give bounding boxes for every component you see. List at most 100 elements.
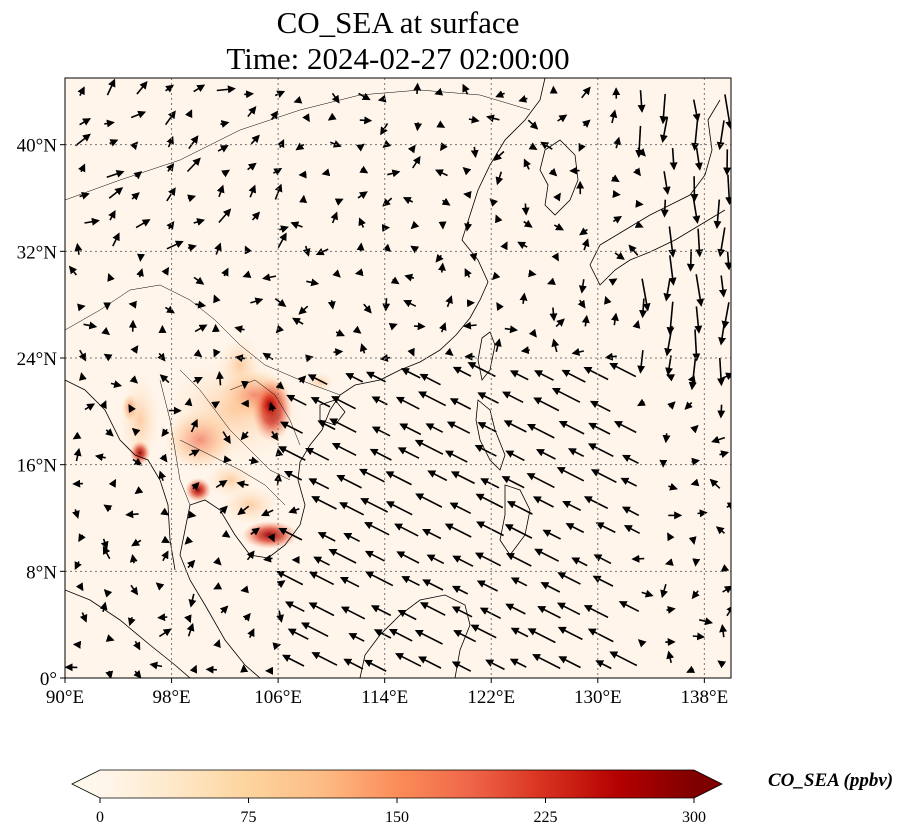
- wind-arrow: [187, 243, 197, 252]
- wind-arrow: [186, 157, 201, 173]
- wind-arrow: [352, 325, 362, 334]
- wind-arrow: [637, 639, 647, 648]
- wind-arrow: [108, 187, 124, 199]
- wind-arrow: [107, 273, 115, 282]
- wind-arrow: [158, 628, 172, 638]
- wind-arrow: [363, 303, 372, 314]
- wind-arrow: [540, 582, 561, 593]
- wind-arrow: [308, 571, 335, 586]
- wind-arrow: [236, 480, 249, 489]
- wind-arrow: [686, 249, 695, 272]
- wind-arrow: [165, 84, 174, 93]
- wind-arrow: [595, 522, 616, 534]
- wind-arrow: [213, 582, 223, 590]
- wind-arrow: [439, 142, 448, 152]
- wind-arrow: [103, 589, 113, 598]
- wind-arrow: [501, 476, 525, 489]
- wind-arrow: [157, 613, 168, 622]
- wind-arrow: [609, 109, 618, 124]
- wind-arrow: [279, 225, 289, 233]
- wind-arrow: [327, 300, 336, 310]
- wind-arrow: [496, 302, 504, 311]
- wind-arrow: [311, 496, 337, 510]
- wind-arrow: [444, 450, 468, 463]
- wind-arrow: [592, 575, 614, 587]
- wind-arrow: [131, 427, 141, 437]
- colorbar-extend-high: [694, 770, 722, 798]
- wind-arrow: [419, 602, 446, 616]
- wind-arrow: [557, 114, 568, 123]
- wind-arrow: [553, 223, 565, 231]
- wind-arrow: [287, 628, 309, 640]
- wind-arrow: [581, 238, 590, 251]
- wind-arrow: [223, 455, 232, 464]
- wind-arrow: [407, 144, 416, 154]
- wind-arrow: [444, 347, 454, 357]
- wind-arrow: [519, 292, 528, 304]
- wind-arrow: [451, 606, 473, 618]
- wind-arrow: [684, 401, 693, 410]
- wind-arrow: [450, 471, 475, 485]
- wind-arrow: [469, 252, 478, 262]
- wind-arrow: [716, 120, 725, 151]
- wind-arrow: [620, 477, 637, 487]
- wind-arrow: [579, 227, 588, 236]
- wind-arrow: [75, 582, 84, 592]
- wind-arrow: [395, 653, 422, 667]
- wind-arrow: [250, 134, 260, 145]
- wind-arrow: [396, 551, 420, 564]
- wind-arrow: [427, 470, 448, 482]
- wind-arrow: [577, 299, 586, 309]
- wind-arrow: [78, 349, 87, 362]
- wind-arrow: [690, 478, 700, 487]
- wind-arrow: [474, 444, 497, 457]
- wind-arrow: [184, 397, 193, 407]
- wind-arrow: [308, 478, 330, 490]
- wind-arrow: [242, 270, 252, 278]
- wind-arrow: [364, 550, 385, 562]
- wind-arrow: [691, 590, 700, 600]
- wind-arrow: [724, 94, 731, 130]
- wind-arrow: [402, 197, 414, 205]
- wind-arrow: [721, 302, 730, 330]
- wind-arrow: [216, 85, 236, 94]
- wind-arrow: [329, 418, 357, 433]
- wind-arrow: [161, 428, 170, 437]
- wind-arrow: [333, 348, 344, 357]
- wind-arrow: [587, 443, 614, 458]
- wind-arrow: [419, 373, 441, 386]
- wind-arrow: [104, 119, 115, 128]
- wind-arrow: [160, 507, 170, 516]
- wind-arrow: [193, 376, 203, 385]
- wind-arrow: [105, 428, 114, 437]
- wind-arrow: [695, 274, 705, 307]
- wind-arrow: [193, 349, 203, 358]
- wind-arrow: [534, 548, 560, 562]
- wind-arrow: [369, 448, 392, 461]
- wind-arrow: [632, 167, 641, 177]
- wind-arrow: [581, 314, 590, 327]
- wind-arrow: [297, 375, 307, 384]
- wind-arrow: [418, 656, 442, 669]
- wind-arrow: [462, 167, 472, 176]
- wind-arrow: [506, 501, 533, 515]
- wind-arrow: [129, 554, 138, 564]
- wind-arrow: [407, 347, 415, 357]
- wind-arrow: [234, 325, 245, 334]
- wind-arrow: [463, 321, 477, 330]
- wind-arrow: [444, 523, 472, 538]
- wind-arrow: [718, 325, 727, 346]
- wind-arrow: [321, 168, 331, 177]
- x-tick-label: 130°E: [574, 687, 622, 708]
- wind-arrow: [551, 387, 581, 403]
- wind-arrow: [194, 324, 208, 333]
- map-frame: [64, 77, 732, 679]
- wind-arrow: [464, 268, 472, 278]
- wind-arrow: [520, 346, 530, 355]
- wind-arrow: [387, 169, 401, 178]
- wind-arrow: [248, 184, 257, 198]
- wind-arrow: [358, 217, 366, 228]
- wind-arrow: [267, 533, 275, 543]
- wind-arrow: [77, 303, 86, 312]
- wind-arrow: [161, 266, 170, 276]
